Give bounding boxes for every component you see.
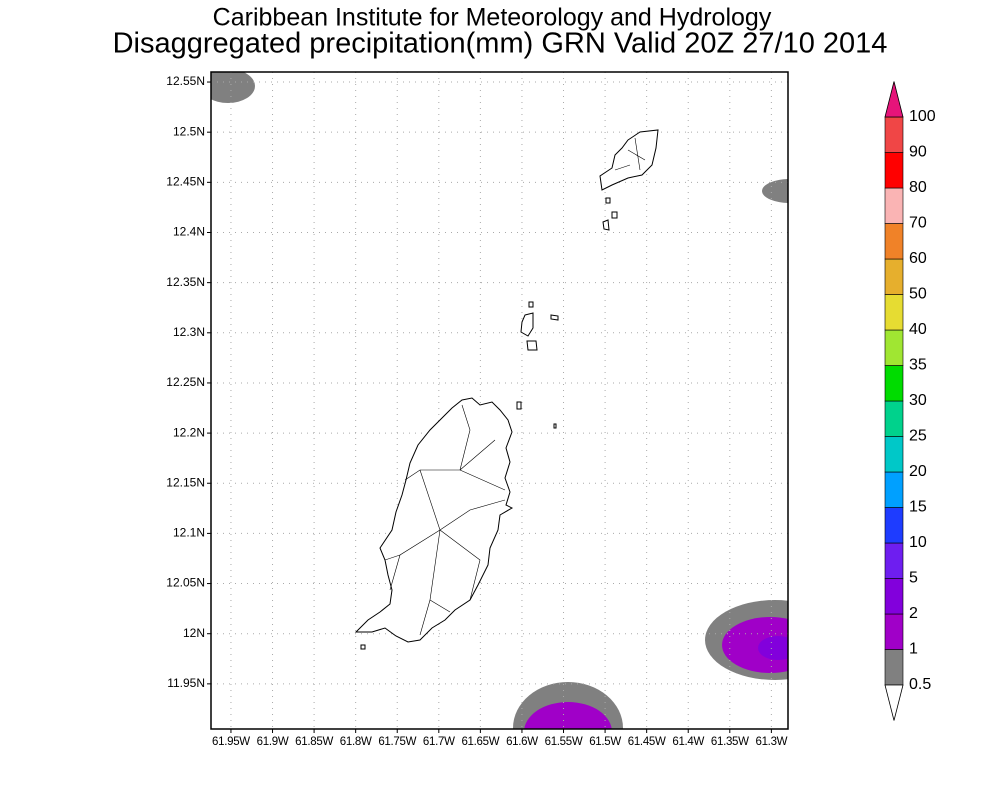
y-tick-label: 12.35N	[166, 275, 205, 289]
colorbar-box	[884, 294, 904, 331]
colorbar-label: 50	[909, 286, 927, 303]
colorbar-label: 30	[909, 392, 927, 409]
colorbar-box	[884, 542, 904, 579]
x-tick-label: 61.4W	[672, 736, 704, 748]
precipitation-field	[211, 72, 788, 729]
colorbar-label: 70	[909, 215, 927, 232]
colorbar-label: 1	[909, 641, 918, 658]
colorbar-box	[884, 400, 904, 437]
colorbar-box	[884, 365, 904, 402]
islet	[550, 314, 559, 321]
colorbar-box	[884, 613, 904, 650]
x-tick-label: 61.45W	[628, 736, 666, 748]
colorbar-label: 5	[909, 570, 918, 587]
colorbar-label: 20	[909, 463, 927, 480]
x-tick-label: 61.75W	[378, 736, 416, 748]
y-tick-label: 12N	[183, 626, 205, 640]
subtitle: Disaggregated precipitation(mm) GRN Vali…	[113, 28, 888, 60]
precip-area	[758, 636, 788, 660]
colorbar-box	[884, 329, 904, 366]
colorbar-box	[884, 649, 904, 686]
colorbar-label: 2	[909, 605, 918, 622]
precip-area	[762, 179, 788, 203]
islet	[528, 301, 534, 308]
x-tick-label: 61.85W	[295, 736, 333, 748]
parish-lines	[384, 404, 506, 636]
grenada-island	[354, 397, 514, 643]
colorbar-label: 0.5	[909, 676, 931, 693]
precip-area	[524, 702, 612, 729]
title: Caribbean Institute for Meteorology and …	[213, 4, 772, 32]
islet	[602, 219, 610, 231]
carriacou-lines	[614, 137, 646, 171]
coastlines	[354, 129, 659, 650]
islet	[360, 644, 366, 650]
colorbar-label: 60	[909, 250, 927, 267]
islet	[605, 197, 611, 204]
y-tick-label: 12.3N	[173, 325, 205, 339]
colorbar-box	[884, 152, 904, 189]
precip-area	[211, 72, 255, 103]
islet	[520, 312, 534, 337]
colorbar-label: 35	[909, 357, 927, 374]
colorbar-box	[884, 258, 904, 295]
y-tick-label: 11.95N	[167, 676, 205, 690]
y-tick-label: 12.4N	[173, 225, 205, 239]
y-tick-label: 12.45N	[166, 175, 205, 189]
colorbar-box	[884, 507, 904, 544]
colorbar-box	[884, 471, 904, 508]
carriacou-island	[599, 129, 659, 191]
colorbar-over	[884, 81, 904, 118]
colorbar-label: 90	[909, 144, 927, 161]
x-tick-label: 61.8W	[340, 736, 372, 748]
colorbar-label: 10	[909, 534, 927, 551]
colorbar-box	[884, 578, 904, 615]
y-tick-label: 12.25N	[166, 375, 205, 389]
colorbar-box	[884, 436, 904, 473]
x-tick-label: 61.6W	[506, 736, 538, 748]
islet	[553, 423, 557, 429]
colorbar-label: 15	[909, 499, 927, 516]
y-tick-label: 12.55N	[166, 74, 205, 88]
colorbar-under	[884, 684, 904, 721]
islet	[516, 401, 522, 410]
colorbar-label: 100	[909, 108, 936, 125]
y-tick-label: 12.05N	[166, 576, 205, 590]
colorbar-label: 25	[909, 428, 927, 445]
x-tick-label: 61.7W	[423, 736, 455, 748]
y-tick-label: 12.2N	[173, 425, 205, 439]
islet	[611, 211, 618, 219]
x-tick-label: 61.3W	[755, 736, 787, 748]
x-tick-label: 61.5W	[589, 736, 621, 748]
colorbar-box	[884, 187, 904, 224]
axes: 12.55N 12.5N 12.45N 12.4N 12.35N 12.3N 12.25N 1…	[166, 74, 788, 748]
x-tick-label: 61.55W	[545, 736, 583, 748]
x-tick-label: 61.95W	[212, 736, 250, 748]
y-tick-label: 12.5N	[173, 124, 205, 138]
colorbar-box	[884, 116, 904, 153]
colorbar-label: 40	[909, 321, 927, 338]
islet	[526, 340, 538, 351]
colorbar-label: 80	[909, 179, 927, 196]
x-tick-label: 61.9W	[257, 736, 289, 748]
colorbar-box	[884, 223, 904, 260]
y-tick-label: 12.15N	[166, 475, 205, 489]
grid	[211, 72, 788, 729]
map-frame	[210, 71, 789, 730]
y-tick-label: 12.1N	[173, 526, 205, 540]
x-tick-label: 61.35W	[711, 736, 749, 748]
x-tick-label: 61.65W	[461, 736, 499, 748]
